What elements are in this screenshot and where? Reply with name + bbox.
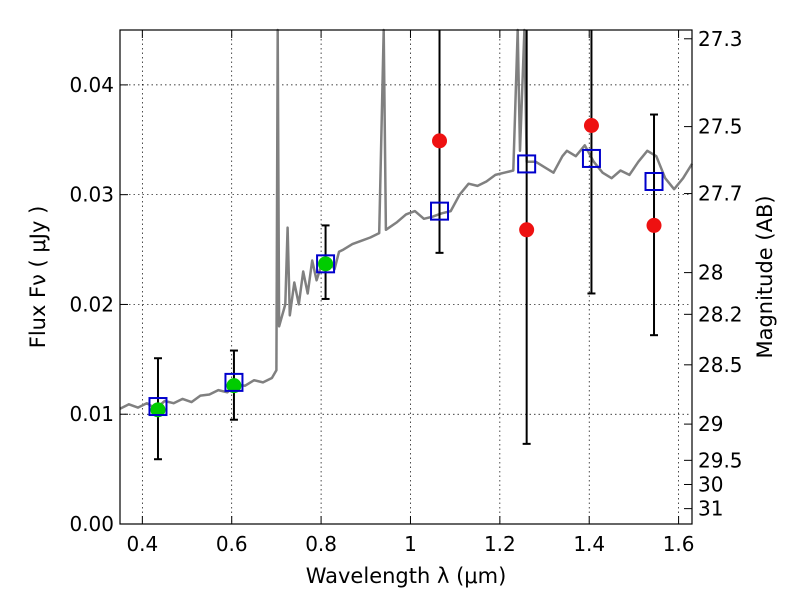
y-tick-label: 0.01 [69,402,114,426]
data-point-square [224,372,244,392]
x-tick-label: 1 [404,532,417,556]
x-tick-label: 1.4 [573,532,605,556]
right-tick-label: 27.5 [698,115,743,139]
data-point-square [581,148,601,168]
x-tick-label: 0.8 [305,532,337,556]
y-axis-title-right: Magnitude (AB) [753,195,777,358]
right-tick-label: 27.3 [698,27,743,51]
axes-frame [119,29,693,525]
data-point-circle [583,118,599,134]
data-point-square [644,171,664,191]
x-tick-label: 0.6 [216,532,248,556]
data-point-circle [318,256,334,272]
right-tick-label: 28.2 [698,302,743,326]
data-point-circle [646,217,662,233]
axis-ticks: 0.4 0.6 0.8 1 1.2 1.4 1.6 0.00 0.01 0.02 0.03 0.04 2… [69,27,742,556]
data-point-square [430,201,450,221]
plot-area [119,28,694,461]
y-tick-label: 0.03 [69,183,114,207]
y-tick-label: 0.02 [69,292,114,316]
right-tick-label: 28.5 [698,353,743,377]
y-tick-label: 0.04 [69,73,114,97]
right-tick-label: 30 [698,472,723,496]
data-point-circle [432,133,448,149]
right-tick-label: 27.7 [698,182,743,206]
right-tick-label: 28 [698,261,723,285]
x-axis-title: Wavelength λ (μm) [306,564,507,588]
x-tick-label: 1.6 [663,532,695,556]
right-tick-label: 29.5 [698,448,743,472]
x-tick-label: 1.2 [484,532,516,556]
spectrum-line [119,28,694,410]
data-point-square [316,254,336,274]
right-tick-label: 31 [698,497,723,521]
grid-lines [120,30,692,525]
data-point-circle [226,378,242,394]
data-point-circle [150,402,166,418]
y-axis-title-left: Flux Fν ( μJy ) [26,206,50,349]
y-tick-label: 0.00 [69,512,114,536]
data-point-circle [519,222,535,238]
data-point-square [517,154,537,174]
data-point-square [148,397,168,417]
right-tick-label: 29 [698,412,723,436]
x-tick-label: 0.4 [126,532,158,556]
